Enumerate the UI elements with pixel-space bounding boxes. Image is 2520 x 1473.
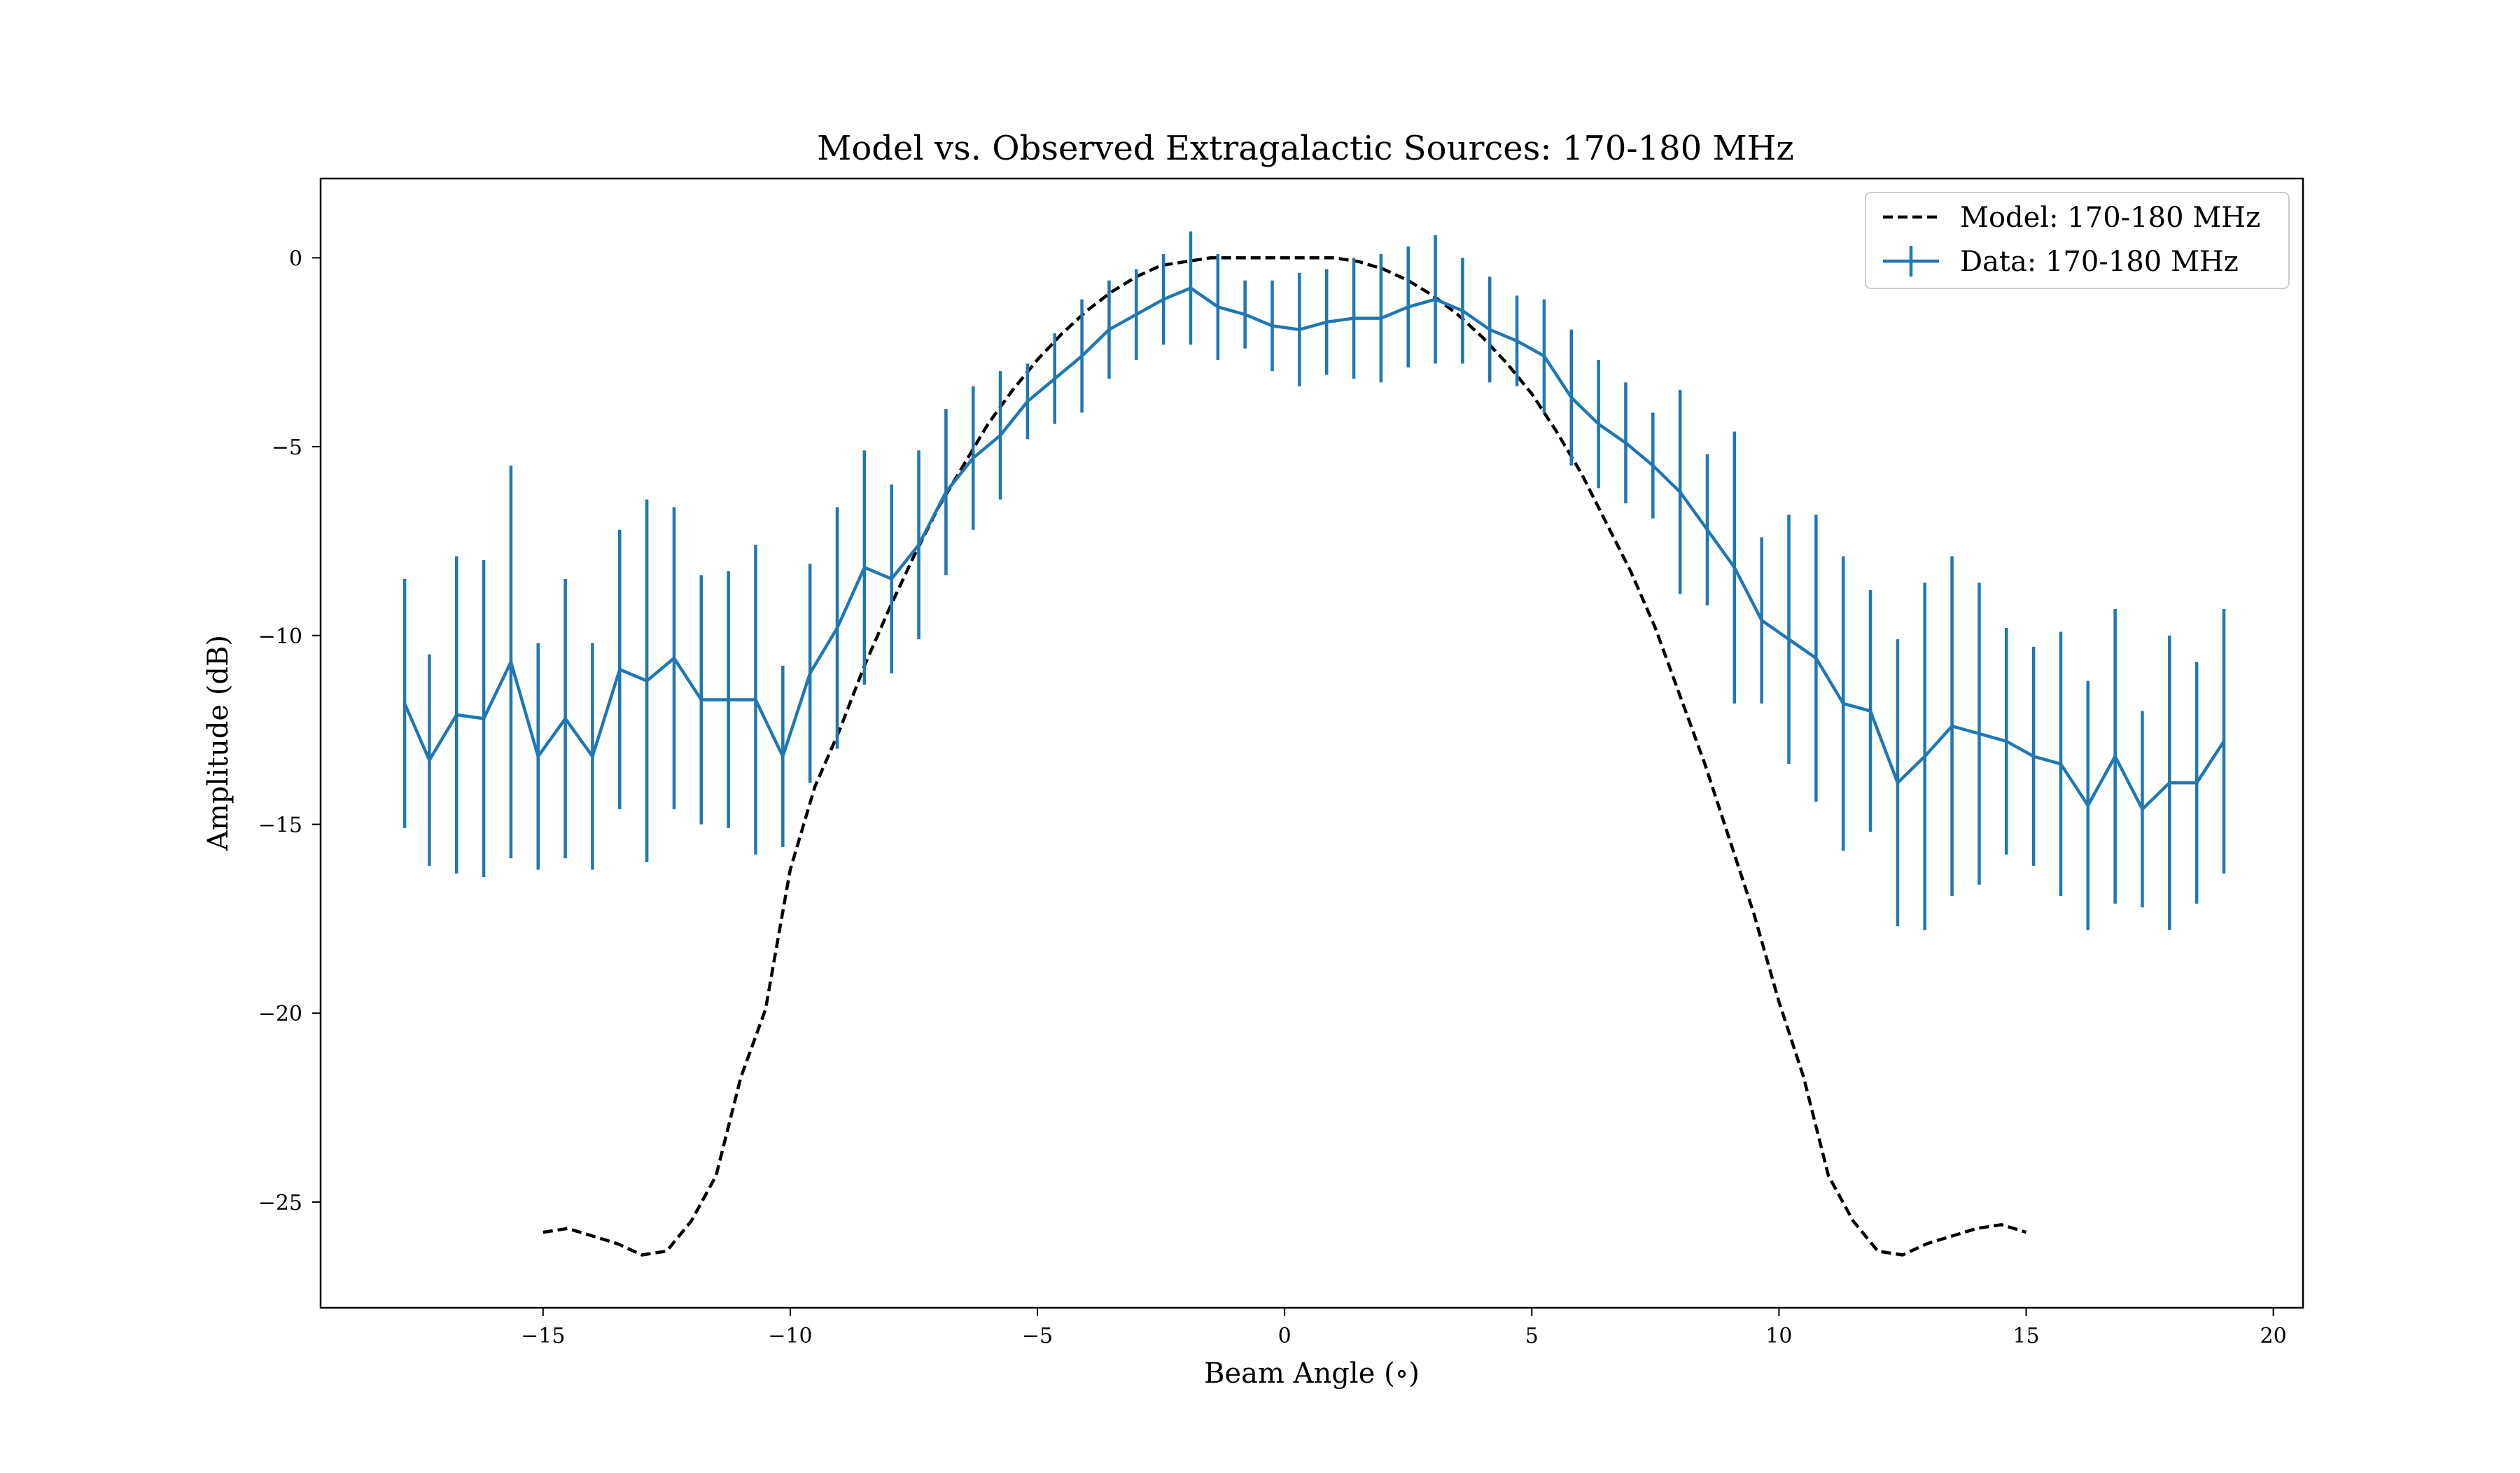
tick-layer: −15 −10 −5 0 5 10 15 20 0 −5 −10 −15 −20 −25 (258, 246, 2287, 1348)
y-tick-label: −15 (258, 813, 302, 837)
y-tick-label: −20 (258, 1002, 302, 1026)
legend-box (1865, 192, 2290, 289)
legend: Model: 170-180 MHz Data: 170-180 MHz (1865, 192, 2290, 289)
x-tick-label: −5 (1022, 1324, 1053, 1348)
y-tick-label: −10 (258, 624, 302, 649)
x-tick-label: −15 (521, 1324, 565, 1348)
x-tick-label: 20 (2260, 1324, 2287, 1348)
y-tick-label: −25 (258, 1191, 302, 1215)
y-tick-label: 0 (289, 246, 302, 271)
legend-data-label: Data: 170-180 MHz (1960, 246, 2239, 278)
x-tick-label: −10 (768, 1324, 812, 1348)
x-tick-label: 15 (2012, 1324, 2039, 1348)
y-axis-label: Amplitude (dB) (202, 635, 234, 851)
legend-model-label: Model: 170-180 MHz (1960, 202, 2260, 234)
chart-title: Model vs. Observed Extragalactic Sources… (817, 129, 1794, 168)
plot-area-frame (319, 177, 2304, 1309)
y-tick-label: −5 (272, 435, 302, 460)
x-tick-label: 0 (1278, 1324, 1292, 1348)
series-layer (402, 231, 2226, 1257)
x-axis-label: Beam Angle (∘) (1204, 1357, 1420, 1390)
x-tick-label: 5 (1525, 1324, 1539, 1348)
data-series-line (403, 286, 2225, 811)
x-tick-label: 10 (1765, 1324, 1792, 1348)
model-series-line (542, 256, 2027, 1257)
